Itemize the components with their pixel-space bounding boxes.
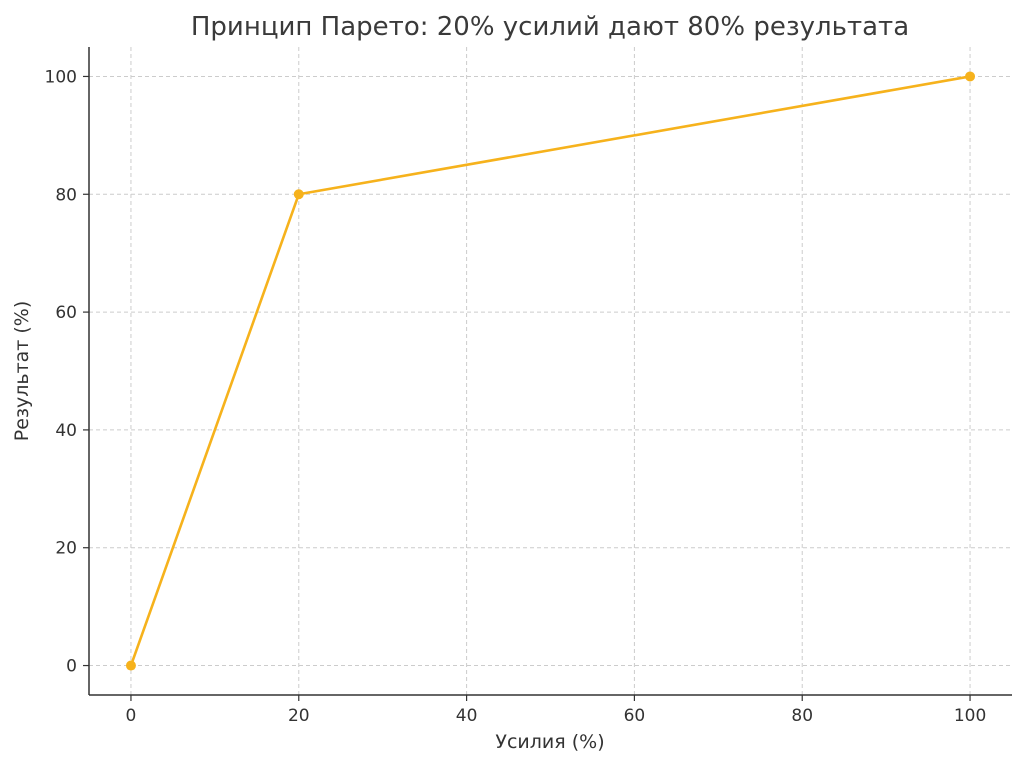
series-layer — [125, 71, 976, 671]
y-tick-label: 80 — [55, 185, 77, 205]
y-tick-label: 60 — [55, 303, 77, 323]
y-tick-label: 20 — [55, 539, 77, 559]
x-tick-label: 0 — [126, 706, 137, 726]
data-point — [965, 71, 976, 82]
series-line — [129, 75, 971, 666]
tick-layer: 0 20 40 60 80 100 0 20 40 60 80 100 — [45, 67, 987, 726]
axis-layer — [88, 47, 1012, 696]
grid-layer — [89, 47, 1012, 695]
y-tick-label: 40 — [55, 421, 77, 441]
y-tick-label: 100 — [45, 67, 77, 87]
data-point — [125, 660, 136, 671]
chart-title: Принцип Парето: 20% усилий дают 80% резу… — [191, 12, 909, 42]
x-tick-label: 20 — [288, 706, 310, 726]
x-axis-label: Усилия (%) — [495, 731, 604, 753]
x-tick-label: 80 — [791, 706, 813, 726]
x-tick-label: 100 — [954, 706, 986, 726]
x-tick-label: 40 — [456, 706, 478, 726]
x-tick-label: 60 — [624, 706, 646, 726]
y-tick-label: 0 — [66, 657, 77, 677]
y-axis-label: Результат (%) — [11, 301, 33, 442]
data-point — [293, 189, 304, 200]
